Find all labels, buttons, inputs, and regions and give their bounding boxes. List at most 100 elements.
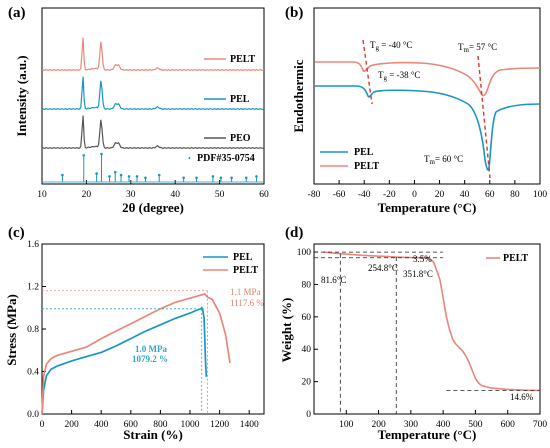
panel-d-curves <box>323 251 541 392</box>
a-x-tick-label: 30 <box>126 190 136 200</box>
reference-point <box>127 175 131 178</box>
panel-a: (a) 10 20 30 40 50 60 2θ (degree) Intensity (… <box>8 5 269 215</box>
panel-b-label: (b) <box>285 5 303 21</box>
b-x-tick-label: 20 <box>435 190 445 200</box>
reference-point <box>219 176 223 180</box>
panel-d-ylabel: Weight (%) <box>279 298 294 363</box>
legend-pel-label-c: PEL <box>233 252 253 263</box>
reference-point <box>82 154 86 157</box>
b-x-tick-label: -80 <box>308 190 321 200</box>
d-y-tick-label: 100 <box>297 248 312 258</box>
panel-c: (c) 0 200 400 600 800 1000 1200 1400 0.0 0.4 0.8 1.… <box>4 225 265 442</box>
tga-curve-pelt <box>323 251 541 392</box>
a-x-tick-label: 40 <box>170 190 180 200</box>
reference-point <box>195 176 198 180</box>
d-x-tick-label: 400 <box>436 420 451 430</box>
panel-c-frame <box>41 243 265 415</box>
panel-a-reference-lines <box>42 152 264 183</box>
tm-tangent-line <box>477 55 491 179</box>
reference-point <box>95 172 98 175</box>
d-y-tick-label: 80 <box>302 280 312 290</box>
tg-pel-annotation: Tg = -38 °C <box>378 70 420 82</box>
pel-pct-annotation: 1079.2 % <box>132 354 168 364</box>
t3-annotation: 351.8°C <box>403 269 433 279</box>
reference-point <box>255 175 258 178</box>
d-y-tick-label: 40 <box>302 345 312 355</box>
panel-c-label: (c) <box>8 225 25 241</box>
panel-d-ticks: 100 200 300 400 500 600 700 0 20 40 60 80 100 <box>297 248 548 430</box>
c-x-tick-label: 1000 <box>181 420 200 430</box>
legend-ref-marker: • <box>188 154 191 163</box>
d-x-tick-label: 500 <box>468 420 483 430</box>
xrd-curve-peo <box>41 115 265 150</box>
reference-point <box>100 152 103 156</box>
reference-point <box>144 176 147 180</box>
d-x-tick-label: 700 <box>533 420 548 430</box>
c-y-tick-label: 0.8 <box>27 325 39 335</box>
panel-a-xlabel: 2θ (degree) <box>122 200 184 215</box>
panel-d: (d) 100 200 300 400 500 600 700 0 20 40 60 80 100 Te… <box>279 225 547 442</box>
legend-pelt-label-a: PELT <box>230 54 256 65</box>
tm-pel-annotation: Tm= 60 °C <box>424 154 463 166</box>
reference-point <box>135 175 139 178</box>
legend-peo-label-a: PEO <box>230 133 251 144</box>
reference-point <box>182 176 185 180</box>
t2-annotation: 254.8°C <box>368 263 398 273</box>
d-y-tick-label: 60 <box>302 313 312 323</box>
reference-point <box>244 176 248 180</box>
c-y-tick-label: 0.4 <box>27 368 39 378</box>
c-x-tick-label: 600 <box>124 420 139 430</box>
legend-pelt-label-b: PELT <box>354 161 380 172</box>
pelt-mpa-annotation: 1.1 MPa <box>230 287 261 297</box>
xrd-curve-pelt <box>41 37 265 72</box>
c-x-tick-label: 1400 <box>240 420 259 430</box>
panel-a-curves <box>41 37 265 150</box>
residue-annotation: 14.6% <box>510 392 534 402</box>
panel-c-curves <box>41 292 231 415</box>
reference-point <box>61 173 64 177</box>
d-x-tick-label: 100 <box>339 420 354 430</box>
d-x-tick-label: 300 <box>404 420 419 430</box>
pelt-pct-annotation: 1117.6 % <box>230 298 264 308</box>
panel-b-ylabel: Endothermic <box>291 59 306 132</box>
panel-c-ylabel: Stress (MPa) <box>4 294 19 366</box>
panel-d-xlabel: Temperature (°C) <box>378 427 477 442</box>
panel-b-xticks: -80 -60 -40 -20 0 20 40 60 80 100 <box>308 180 548 200</box>
xrd-curve-pel <box>41 76 265 111</box>
panel-c-xlabel: Strain (%) <box>123 427 183 442</box>
panel-b: (b) -80 -60 -40 -20 0 20 40 60 80 100 Temperature… <box>285 5 547 215</box>
legend-pelt-label-c: PELT <box>233 265 259 276</box>
a-x-tick-label: 50 <box>215 190 225 200</box>
b-x-tick-label: 60 <box>485 190 495 200</box>
c-x-tick-label: 0 <box>40 420 45 430</box>
reference-point <box>230 176 233 180</box>
b-x-tick-label: 0 <box>412 190 417 200</box>
panel-d-frame <box>313 243 541 415</box>
c-y-tick-label: 0.0 <box>27 410 39 420</box>
t1-annotation: 81.6°C <box>321 275 346 285</box>
pel-mpa-annotation: 1.0 MPa <box>135 344 167 354</box>
tg-pelt-annotation: Tg = -40 °C <box>370 40 412 52</box>
a-x-tick-label: 20 <box>82 190 92 200</box>
panel-b-frame <box>313 7 541 185</box>
b-x-tick-label: 80 <box>510 190 520 200</box>
tg-tangent-line <box>362 39 373 105</box>
reference-point <box>108 175 111 178</box>
legend-pel-label-b: PEL <box>354 147 374 158</box>
stress-strain-curve-pel <box>41 306 208 415</box>
b-x-tick-label: -60 <box>333 190 346 200</box>
b-x-tick-label: 40 <box>460 190 470 200</box>
d-y-tick-label: 20 <box>302 378 312 388</box>
panel-a-frame <box>41 7 265 185</box>
reference-point <box>119 173 123 177</box>
panel-c-ticks: 0 200 400 600 800 1000 1200 1400 0.0 0.4 0.8 1.2 1.6 <box>27 240 259 430</box>
c-x-tick-label: 400 <box>94 420 109 430</box>
a-x-tick-label: 60 <box>259 190 269 200</box>
b-x-tick-label: -40 <box>358 190 371 200</box>
panel-d-label: (d) <box>285 225 303 241</box>
b-x-tick-label: 100 <box>533 190 548 200</box>
reference-point <box>211 175 215 178</box>
reference-point <box>157 173 161 177</box>
panel-d-guides <box>314 251 540 414</box>
